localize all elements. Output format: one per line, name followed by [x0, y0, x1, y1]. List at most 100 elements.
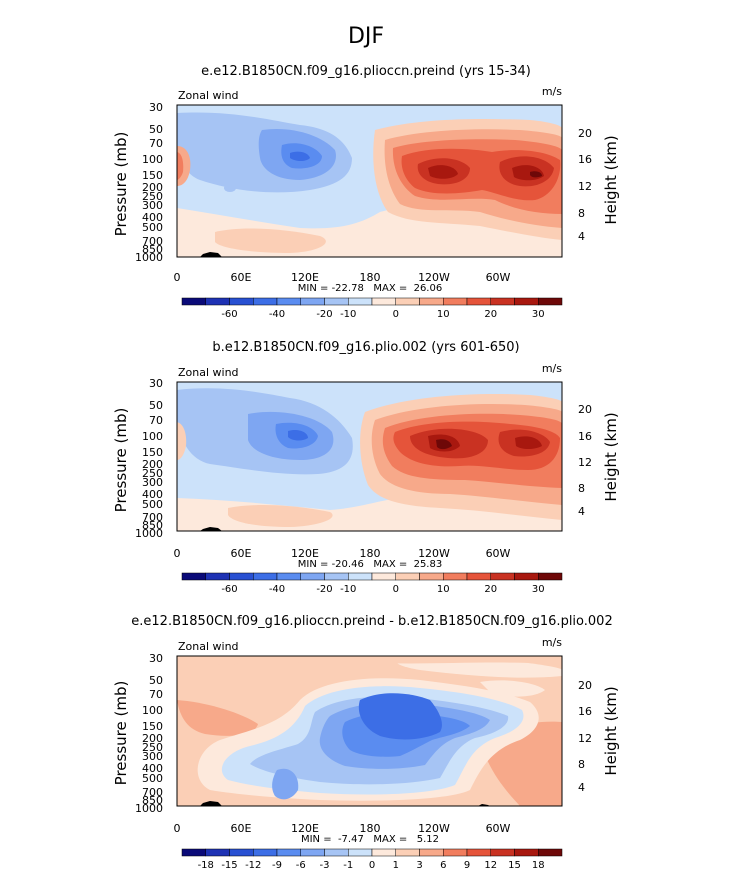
panel-3-xtick: 120W: [418, 822, 450, 835]
panel-3-x-ticks: 0 60E 120E 180 120W 60W: [174, 822, 511, 835]
panel-2-ytick: 200: [142, 458, 163, 471]
panel-2-x-ticks: 0 60E 120E 180 120W 60W: [174, 547, 511, 560]
colorbar-swatch: [205, 572, 230, 581]
panel-3-units: m/s: [542, 636, 562, 649]
panel-1-xtick: 180: [360, 271, 381, 284]
colorbar-swatch: [229, 848, 254, 857]
colorbar-swatch: [371, 572, 396, 581]
panel-2-ytick: 850: [142, 519, 163, 532]
panel-2-ytick: 100: [142, 430, 163, 443]
panel-2-ytick: 300: [142, 476, 163, 489]
panel-2: b.e12.B1850CN.f09_g16.plio.002 (yrs 601-…: [112, 340, 620, 595]
colorbar-swatch: [419, 572, 444, 581]
panel-2-htick: 4: [578, 505, 585, 518]
panel-1-ytick: 500: [142, 221, 163, 234]
panel-2-htick: 16: [578, 430, 592, 443]
colorbar-swatch: [466, 572, 491, 581]
panel-2-ytick: 150: [142, 446, 163, 459]
panel-3-title: e.e12.B1850CN.f09_g16.plioccn.preind - b…: [131, 614, 612, 629]
colorbar-label: -10: [340, 584, 356, 595]
colorbar-label: 3: [416, 860, 422, 871]
colorbar-swatch: [419, 848, 444, 857]
panel-1-ytick: 30: [149, 101, 163, 114]
panel-2-y-ticks: 30 50 70 100 150 200 250 300 400 500 700…: [135, 377, 163, 540]
colorbar-swatch: [229, 297, 254, 306]
colorbar-label: 10: [437, 309, 450, 320]
panel-3-y-ticks: 30 50 70 100 150 200 250 300 400 500 700…: [135, 652, 163, 815]
panel-2-ylabel: Pressure (mb): [112, 408, 130, 513]
figure-title: DJF: [348, 24, 384, 49]
colorbar-swatch: [253, 848, 278, 857]
colorbar-swatch: [348, 848, 373, 857]
panel-3-height-ticks: 20 16 12 8 4: [578, 679, 592, 794]
panel-2-stats: MIN = -20.46 MAX = 25.83: [298, 559, 442, 570]
colorbar-swatch: [538, 297, 563, 306]
colorbar-swatch: [324, 572, 349, 581]
panel-3-ytick: 700: [142, 786, 163, 799]
colorbar-swatch: [205, 297, 230, 306]
colorbar-swatch: [514, 848, 539, 857]
colorbar-swatch: [276, 572, 301, 581]
panel-3-ytick: 400: [142, 762, 163, 775]
colorbar-swatch: [300, 572, 325, 581]
panel-2-ytick: 50: [149, 399, 163, 412]
panel-3-ytick: 1000: [135, 802, 163, 815]
panel-1-ytick: 100: [142, 153, 163, 166]
colorbar-label: 20: [484, 309, 497, 320]
panel-2-htick: 20: [578, 403, 592, 416]
colorbar-label: 30: [532, 309, 545, 320]
panel-2-htick: 8: [578, 482, 585, 495]
panel-1-ylabel: Pressure (mb): [112, 132, 130, 237]
colorbar-swatch: [490, 848, 515, 857]
panel-1-xtick: 0: [174, 271, 181, 284]
panel-3-htick: 20: [578, 679, 592, 692]
colorbar-label: -6: [296, 860, 306, 871]
panel-2-left-label: Zonal wind: [178, 366, 239, 379]
colorbar-label: -60: [221, 309, 237, 320]
panel-3-ytick: 30: [149, 652, 163, 665]
colorbar-label: 0: [393, 584, 399, 595]
colorbar-label: 18: [532, 860, 545, 871]
colorbar-swatch: [514, 572, 539, 581]
colorbar-swatch: [514, 297, 539, 306]
panel-1-htick: 16: [578, 153, 592, 166]
panel-1-x-ticks: 0 60E 120E 180 120W 60W: [174, 271, 511, 284]
colorbar-swatch: [253, 297, 278, 306]
panel-1-ytick: 1000: [135, 251, 163, 264]
panel-1-xtick: 120E: [291, 271, 319, 284]
colorbar-swatch: [348, 297, 373, 306]
colorbar-swatch: [466, 297, 491, 306]
colorbar-label: 20: [484, 584, 497, 595]
panel-3-ylabel-right: Height (km): [602, 686, 620, 775]
panel-3-htick: 4: [578, 781, 585, 794]
panel-2-htick: 12: [578, 456, 592, 469]
panel-2-xtick: 120W: [418, 547, 450, 560]
colorbar-label: 15: [508, 860, 521, 871]
panel-1-ytick: 150: [142, 169, 163, 182]
panel-1-htick: 8: [578, 207, 585, 220]
colorbar-swatch: [324, 297, 349, 306]
panel-2-ytick: 500: [142, 498, 163, 511]
panel-3-htick: 16: [578, 705, 592, 718]
panel-1-ytick: 850: [142, 243, 163, 256]
colorbar-swatch: [443, 848, 468, 857]
panel-3-xtick: 180: [360, 822, 381, 835]
panel-3-xtick: 60W: [486, 822, 511, 835]
colorbar-swatch: [371, 848, 396, 857]
panel-2-xtick: 60W: [486, 547, 511, 560]
colorbar-label: 12: [484, 860, 497, 871]
colorbar-label: -20: [316, 584, 332, 595]
colorbar-label: 0: [369, 860, 375, 871]
panel-2-ytick: 30: [149, 377, 163, 390]
colorbar-swatch: [466, 848, 491, 857]
panel-3-contour-field: [177, 656, 562, 806]
panel-1-ytick: 700: [142, 235, 163, 248]
panel-2-contour-field: [177, 382, 562, 531]
panel-2-colorbar: -60 -40 -20 -10 0 10 20 30: [181, 572, 563, 595]
colorbar-swatch: [300, 848, 325, 857]
panel-1-xtick: 60W: [486, 271, 511, 284]
panel-2-xtick: 180: [360, 547, 381, 560]
panel-1-ytick: 50: [149, 123, 163, 136]
colorbar-swatch: [276, 848, 301, 857]
